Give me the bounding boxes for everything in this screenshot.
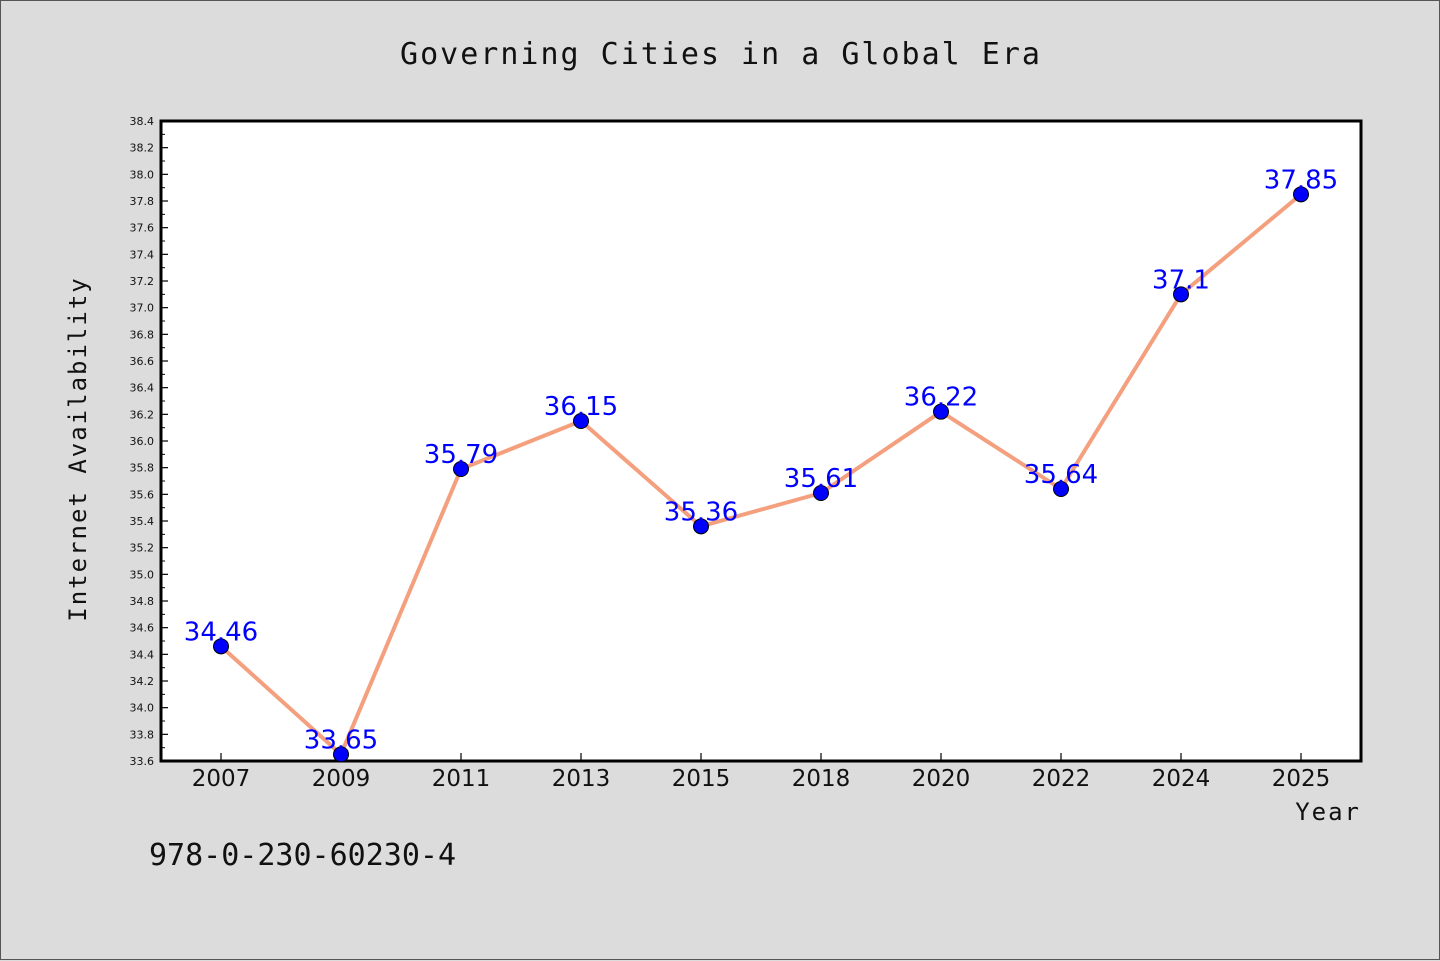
data-label: 36.22 <box>904 383 978 413</box>
x-tick-label: 2007 <box>192 766 251 792</box>
x-tick-label: 2011 <box>432 766 491 792</box>
data-point <box>1053 481 1069 497</box>
y-tick-label: 33.6 <box>130 755 155 768</box>
x-tick-label: 2024 <box>1152 766 1211 792</box>
y-tick-label: 34.6 <box>130 622 155 635</box>
data-label: 36.15 <box>544 392 618 422</box>
y-tick-label: 35.6 <box>130 488 155 501</box>
data-label: 33.65 <box>304 725 378 755</box>
data-point <box>213 638 229 655</box>
y-tick-label: 36.8 <box>130 328 155 341</box>
y-axis-label: Internet Availability <box>64 276 92 621</box>
y-tick-label: 38.2 <box>130 142 155 155</box>
y-tick-label: 34.0 <box>130 702 155 715</box>
y-tick-label: 37.4 <box>130 248 155 261</box>
data-point <box>453 461 469 477</box>
x-axis: 2007 2009 2011 2013 2015 2018 2020 2022 2024 2025 <box>192 753 1331 792</box>
data-label: 35.61 <box>784 464 858 494</box>
y-tick-label: 37.6 <box>130 222 155 235</box>
y-tick-label: 38.4 <box>130 115 155 128</box>
y-tick-label: 34.2 <box>130 675 155 688</box>
data-point <box>333 746 349 763</box>
y-tick-label: 37.2 <box>130 275 155 288</box>
data-point <box>693 518 709 535</box>
y-tick-label: 35.4 <box>130 515 155 528</box>
y-tick-label: 36.0 <box>130 435 155 448</box>
data-label: 34.46 <box>184 617 258 647</box>
data-label: 35.64 <box>1024 460 1098 490</box>
y-tick-label: 37.0 <box>130 302 155 315</box>
y-tick-label: 38.0 <box>130 168 155 181</box>
y-tick-label: 33.8 <box>130 728 155 741</box>
data-label: 35.36 <box>664 497 738 527</box>
x-tick-label: 2020 <box>912 766 971 792</box>
y-tick-label: 34.8 <box>130 595 155 608</box>
data-label: 37.1 <box>1152 265 1210 295</box>
x-tick-label: 2015 <box>672 766 731 792</box>
x-tick-label: 2018 <box>792 766 851 792</box>
data-series: 34.46 33.65 35.79 36.15 35.36 35.61 36.22 35.64… <box>184 165 1338 763</box>
y-tick-label: 35.0 <box>130 568 155 581</box>
plot-area <box>159 119 1363 763</box>
data-point <box>1293 186 1309 203</box>
y-tick-label: 35.2 <box>130 542 155 555</box>
x-tick-label: 2013 <box>552 766 611 792</box>
y-tick-label: 35.8 <box>130 462 155 475</box>
data-point <box>1173 286 1189 303</box>
isbn-footnote: 978-0-230-60230-4 <box>149 838 456 873</box>
y-axis: 33.6 33.8 34.0 34.2 34.4 34.6 34.8 35.0 35.2 35.4… <box>130 115 168 768</box>
data-point <box>933 403 949 420</box>
y-tick-label: 36.4 <box>130 382 155 395</box>
data-point <box>813 485 829 501</box>
series-line <box>219 192 1303 757</box>
data-point <box>573 413 589 429</box>
data-label: 35.79 <box>424 440 498 470</box>
x-tick-label: 2025 <box>1272 766 1331 792</box>
y-tick-label: 36.2 <box>130 408 155 421</box>
chart-title: Governing Cities in a Global Era <box>400 37 1042 72</box>
x-axis-label: Year <box>1295 798 1361 826</box>
data-label: 37.85 <box>1264 165 1338 195</box>
x-tick-label: 2009 <box>312 766 371 792</box>
y-tick-label: 37.8 <box>130 195 155 208</box>
x-tick-label: 2022 <box>1032 766 1091 792</box>
y-tick-label: 36.6 <box>130 355 155 368</box>
y-tick-label: 34.4 <box>130 648 155 661</box>
